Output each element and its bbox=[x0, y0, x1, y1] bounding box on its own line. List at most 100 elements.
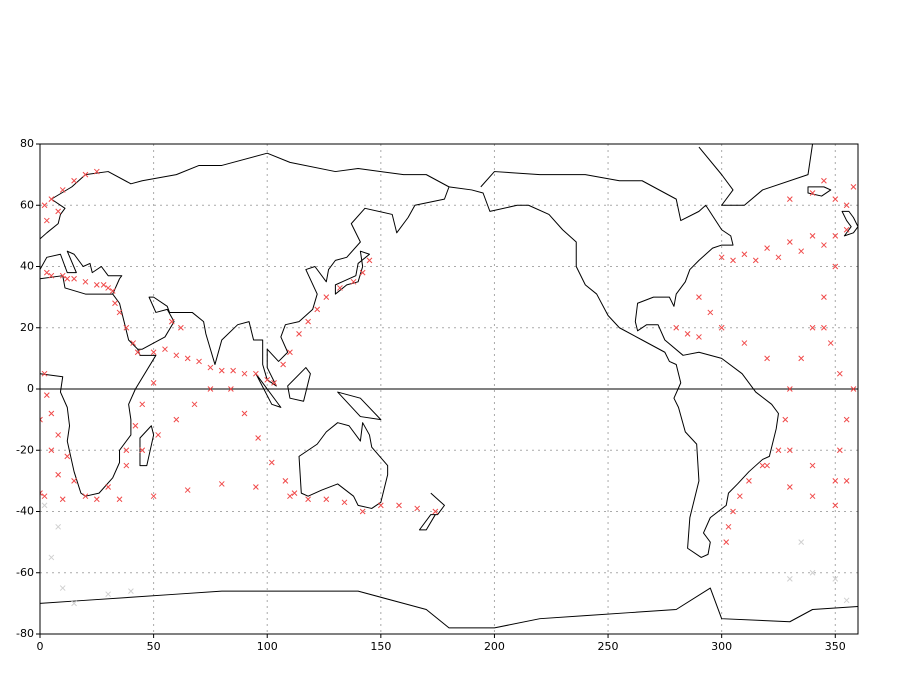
observation-point bbox=[40, 490, 43, 496]
observation-point bbox=[100, 282, 107, 288]
coastline bbox=[40, 588, 858, 628]
x-tick-label: 250 bbox=[598, 640, 619, 653]
observation-point bbox=[139, 447, 146, 454]
observation-point bbox=[134, 349, 141, 356]
observation-point bbox=[843, 226, 850, 233]
observation-point bbox=[786, 484, 793, 490]
observation-point bbox=[173, 352, 180, 359]
observation-point bbox=[741, 340, 748, 346]
observation-point bbox=[746, 478, 752, 484]
observation-point bbox=[341, 499, 348, 506]
observation-point bbox=[82, 171, 89, 178]
observation-point bbox=[116, 496, 123, 503]
observation-point bbox=[723, 539, 730, 545]
observation-point bbox=[71, 177, 77, 184]
observation-point bbox=[255, 435, 261, 441]
observation-point bbox=[832, 233, 839, 239]
observation-point bbox=[359, 508, 366, 515]
observation-point bbox=[40, 416, 43, 423]
observation-point bbox=[821, 294, 827, 300]
observation-point bbox=[718, 324, 725, 331]
observation-point bbox=[41, 202, 48, 209]
observation-point bbox=[832, 576, 839, 582]
observation-point bbox=[377, 502, 384, 509]
observation-point bbox=[41, 493, 48, 500]
observation-point bbox=[775, 254, 782, 261]
observation-point bbox=[55, 432, 62, 438]
observation-point bbox=[191, 401, 198, 408]
observation-point bbox=[821, 324, 827, 331]
observation-point bbox=[809, 233, 816, 239]
observation-point bbox=[241, 410, 248, 417]
observation-point bbox=[752, 257, 759, 264]
observation-point bbox=[764, 355, 770, 362]
coastline bbox=[40, 276, 156, 497]
observations bbox=[40, 168, 857, 607]
observation-point bbox=[178, 324, 184, 331]
observation-point bbox=[155, 432, 162, 438]
axes: 0 50 100 150 200 250 300 350 -80 -60 -40 -20 0 20 40 60… bbox=[16, 137, 846, 653]
observation-point bbox=[71, 478, 77, 484]
observation-point bbox=[305, 318, 311, 325]
observation-point bbox=[123, 462, 130, 469]
observation-point bbox=[843, 416, 850, 423]
observation-point bbox=[287, 349, 293, 356]
observation-point bbox=[41, 370, 48, 377]
observation-point bbox=[105, 285, 112, 291]
observation-point bbox=[673, 324, 680, 331]
observation-point bbox=[123, 324, 130, 331]
observation-point bbox=[696, 334, 702, 340]
observation-point bbox=[305, 496, 311, 503]
observation-point bbox=[850, 386, 857, 392]
observation-point bbox=[93, 496, 100, 503]
observation-point bbox=[832, 263, 839, 270]
observation-point bbox=[132, 422, 139, 429]
observation-point bbox=[184, 487, 191, 493]
observation-point bbox=[850, 184, 857, 190]
observation-point bbox=[55, 523, 62, 530]
y-tick-label: 60 bbox=[20, 198, 34, 211]
coastlines bbox=[40, 144, 858, 628]
observation-point bbox=[350, 278, 357, 285]
x-tick-label: 350 bbox=[825, 640, 846, 653]
observation-point bbox=[43, 269, 50, 276]
y-tick-label: -40 bbox=[16, 505, 34, 518]
x-tick-label: 50 bbox=[147, 640, 161, 653]
observation-point bbox=[786, 196, 793, 202]
observation-point bbox=[123, 447, 130, 454]
y-tick-label: 20 bbox=[20, 321, 34, 334]
observation-point bbox=[82, 278, 89, 285]
coastline bbox=[140, 187, 858, 466]
observation-point bbox=[168, 318, 175, 325]
observation-point bbox=[287, 493, 293, 500]
observation-point bbox=[253, 484, 259, 490]
observation-point bbox=[71, 600, 77, 607]
observation-point bbox=[59, 272, 66, 279]
observation-point bbox=[48, 447, 55, 454]
observation-point bbox=[696, 294, 702, 300]
observation-point bbox=[414, 505, 421, 512]
observation-point bbox=[775, 447, 782, 454]
observation-point bbox=[314, 306, 321, 313]
coastline bbox=[40, 153, 449, 386]
observation-point bbox=[809, 324, 816, 331]
observation-point bbox=[48, 554, 55, 561]
observation-point bbox=[843, 202, 850, 209]
observation-point bbox=[109, 288, 116, 294]
y-tick-label: -80 bbox=[16, 627, 34, 640]
observation-point bbox=[821, 177, 827, 184]
observation-point bbox=[764, 462, 770, 469]
observation-point bbox=[291, 490, 298, 496]
observation-point bbox=[59, 585, 66, 591]
observation-point bbox=[786, 447, 793, 454]
observation-point bbox=[809, 462, 816, 469]
observation-point bbox=[82, 493, 89, 500]
observation-point bbox=[843, 597, 850, 604]
observation-point bbox=[48, 272, 55, 279]
observation-point bbox=[809, 493, 816, 500]
observation-point bbox=[782, 416, 789, 423]
observation-point bbox=[196, 358, 202, 365]
observation-point bbox=[827, 340, 834, 346]
x-tick-label: 300 bbox=[711, 640, 732, 653]
